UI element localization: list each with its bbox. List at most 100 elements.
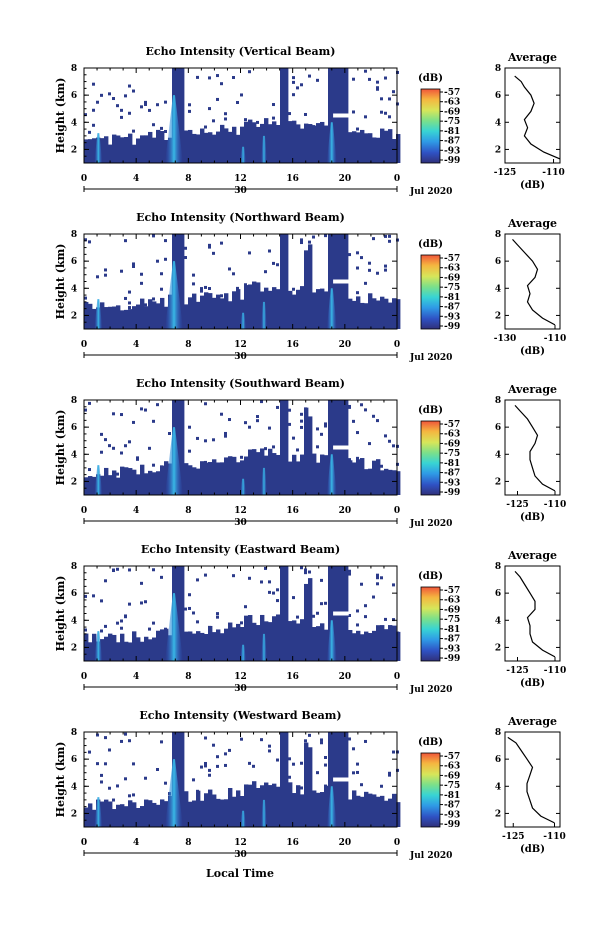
echo-speckle [360, 582, 363, 586]
echo-speckle [324, 763, 327, 767]
rain-plume [326, 122, 337, 163]
echo-column [144, 799, 149, 827]
rain-plume [240, 478, 247, 495]
y-tick-label: 4 [71, 450, 77, 460]
echo-speckle [144, 776, 147, 780]
echo-column [280, 566, 285, 661]
y-tick-label: 4 [71, 616, 77, 626]
echo-column [156, 804, 161, 827]
echo-column [396, 802, 401, 827]
echo-column [148, 131, 153, 163]
echo-speckle [88, 130, 91, 134]
x-tick-label: 16 [286, 506, 299, 516]
echo-speckle [264, 447, 267, 451]
echo-speckle [340, 566, 343, 569]
echo-speckle [176, 566, 179, 569]
echo-speckle [160, 126, 163, 130]
month-year-label: Jul 2020 [409, 187, 452, 197]
echo-column [88, 476, 93, 495]
echo-speckle [276, 405, 279, 409]
echo-column [160, 297, 165, 329]
echo-speckle [328, 68, 331, 71]
echo-column [268, 124, 273, 163]
echo-speckle [276, 588, 279, 592]
avg-y-tick-label: 4 [495, 782, 501, 792]
y-tick-label: 2 [71, 809, 77, 819]
echo-column [152, 137, 157, 163]
echo-speckle [152, 568, 155, 572]
avg-y-tick-label: 2 [495, 145, 501, 155]
echo-column [324, 455, 329, 495]
echo-speckle [160, 740, 163, 744]
echo-column [192, 633, 197, 661]
x-tick-label: 8 [185, 838, 191, 848]
echo-column [200, 800, 205, 827]
echo-speckle [152, 234, 155, 238]
echo-column [136, 637, 141, 661]
echo-column [316, 792, 321, 827]
colorbar-tick-label: -69 [444, 771, 460, 781]
echo-column [220, 462, 225, 495]
echo-speckle [384, 434, 387, 438]
echo-column [368, 633, 373, 661]
x-tick-label: 4 [133, 838, 139, 848]
echo-speckle [300, 412, 303, 416]
echo-speckle [188, 425, 191, 429]
echo-column [308, 578, 313, 661]
echo-column [148, 639, 153, 661]
colorbar-tick-label: -63 [444, 264, 460, 274]
echo-column [312, 292, 317, 329]
echo-speckle [104, 273, 107, 277]
echo-speckle [180, 732, 183, 735]
echo-speckle [384, 76, 387, 80]
echo-column [180, 234, 185, 329]
echo-column [356, 132, 361, 163]
echo-column [360, 129, 365, 163]
echo-column [144, 306, 149, 329]
echo-column [384, 298, 389, 329]
echo-speckle [204, 125, 207, 129]
x-tick-label: 20 [339, 340, 352, 350]
echo-speckle [316, 611, 319, 615]
echo-speckle [148, 627, 151, 631]
echo-speckle [264, 566, 267, 570]
echo-speckle [372, 237, 375, 241]
echo-column [108, 144, 113, 163]
x-tick-label: 0 [394, 340, 400, 350]
echo-speckle [376, 419, 379, 423]
echo-speckle [96, 762, 99, 766]
echo-speckle [256, 419, 259, 423]
echo-speckle [296, 448, 299, 452]
echo-column [196, 790, 201, 827]
echo-column [208, 789, 213, 827]
echo-speckle [388, 234, 391, 238]
echo-column [164, 306, 169, 329]
echo-column [112, 306, 117, 329]
echo-column [104, 136, 109, 163]
echo-speckle [164, 239, 167, 243]
echo-column [128, 800, 133, 827]
colorbar-tick-label: -93 [444, 312, 460, 322]
echo-speckle [356, 623, 359, 627]
echo-speckle [376, 576, 379, 580]
echo-column [256, 452, 261, 495]
echo-speckle [208, 625, 211, 629]
echo-column [320, 121, 325, 163]
x-tick-label: 0 [81, 340, 87, 350]
echo-speckle [308, 733, 311, 737]
echo-speckle [384, 234, 387, 238]
echo-column [284, 400, 289, 495]
echo-column [84, 139, 89, 163]
avg-y-tick-label: 6 [495, 91, 501, 101]
echo-column [228, 456, 233, 495]
echo-speckle [116, 784, 119, 788]
echo-column [128, 133, 133, 163]
echo-column [100, 639, 105, 661]
echo-speckle [288, 757, 291, 761]
echo-speckle [124, 777, 127, 781]
echo-column [212, 794, 217, 827]
echo-column [268, 622, 273, 661]
y-tick-label: 8 [71, 562, 77, 572]
echo-column [368, 468, 373, 495]
y-tick-label: 8 [71, 728, 77, 738]
